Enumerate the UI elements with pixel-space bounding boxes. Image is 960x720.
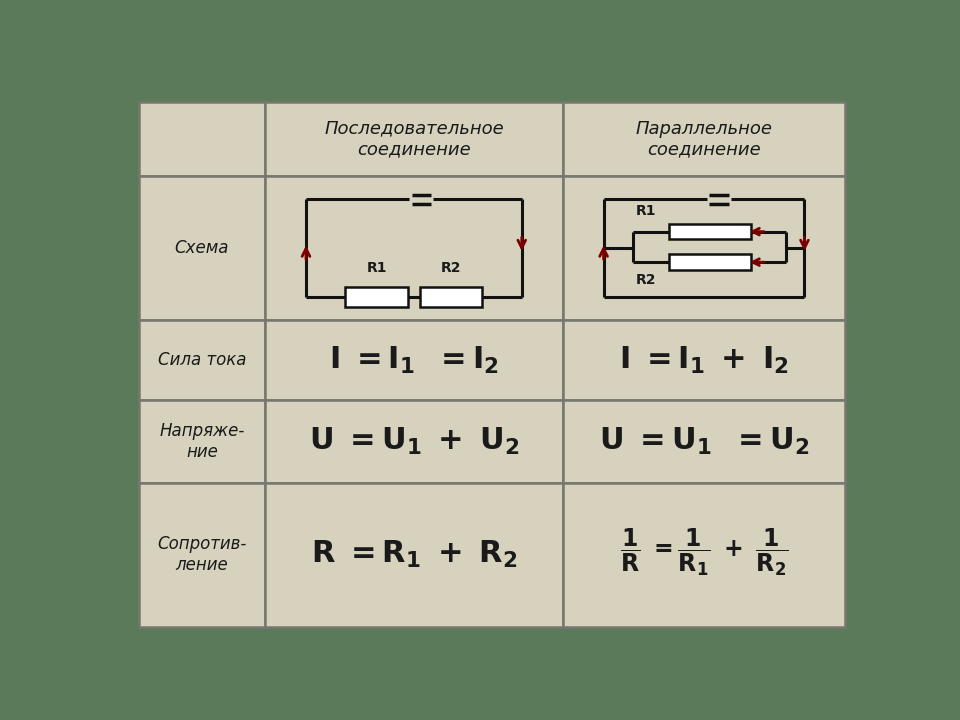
Text: $\mathbf{U\ =U_1\ +\ U_2}$: $\mathbf{U\ =U_1\ +\ U_2}$ <box>309 426 519 456</box>
Text: R2: R2 <box>636 273 656 287</box>
Text: $\mathbf{U\ =U_1\ \ =U_2}$: $\mathbf{U\ =U_1\ \ =U_2}$ <box>599 426 809 456</box>
Text: $\mathbf{I\ =I_1\ \ =I_2}$: $\mathbf{I\ =I_1\ \ =I_2}$ <box>329 344 499 376</box>
Text: $\mathbf{R\ =R_1\ +\ R_2}$: $\mathbf{R\ =R_1\ +\ R_2}$ <box>311 539 517 570</box>
Text: Параллельное
соединение: Параллельное соединение <box>636 120 773 158</box>
Text: Сила тока: Сила тока <box>157 351 246 369</box>
Text: Напряже-
ние: Напряже- ние <box>159 422 245 461</box>
Text: Схема: Схема <box>175 239 229 257</box>
Bar <box>138 320 265 400</box>
Text: Сопротив-
ление: Сопротив- ление <box>157 536 247 575</box>
Bar <box>563 483 846 627</box>
Bar <box>563 400 846 483</box>
Bar <box>265 176 563 320</box>
Bar <box>138 400 265 483</box>
Bar <box>669 224 751 240</box>
Bar <box>346 287 408 307</box>
Bar <box>265 102 563 176</box>
Bar <box>138 102 265 176</box>
Bar <box>138 176 265 320</box>
Bar <box>265 483 563 627</box>
Text: $\mathbf{\dfrac{1}{R}\ =\dfrac{1}{R_1}\ +\ \dfrac{1}{R_2}}$: $\mathbf{\dfrac{1}{R}\ =\dfrac{1}{R_1}\ … <box>620 526 788 578</box>
Bar <box>563 320 846 400</box>
Text: $\mathbf{I\ =I_1\ +\ I_2}$: $\mathbf{I\ =I_1\ +\ I_2}$ <box>619 344 789 376</box>
Bar <box>563 102 846 176</box>
Text: R1: R1 <box>636 204 656 218</box>
Text: Последовательное
соединение: Последовательное соединение <box>324 120 504 158</box>
Bar <box>138 483 265 627</box>
Bar <box>420 287 482 307</box>
Bar <box>265 320 563 400</box>
Bar <box>563 176 846 320</box>
Bar <box>265 400 563 483</box>
Text: R2: R2 <box>441 261 462 275</box>
Bar <box>669 254 751 270</box>
Text: R1: R1 <box>367 261 387 275</box>
